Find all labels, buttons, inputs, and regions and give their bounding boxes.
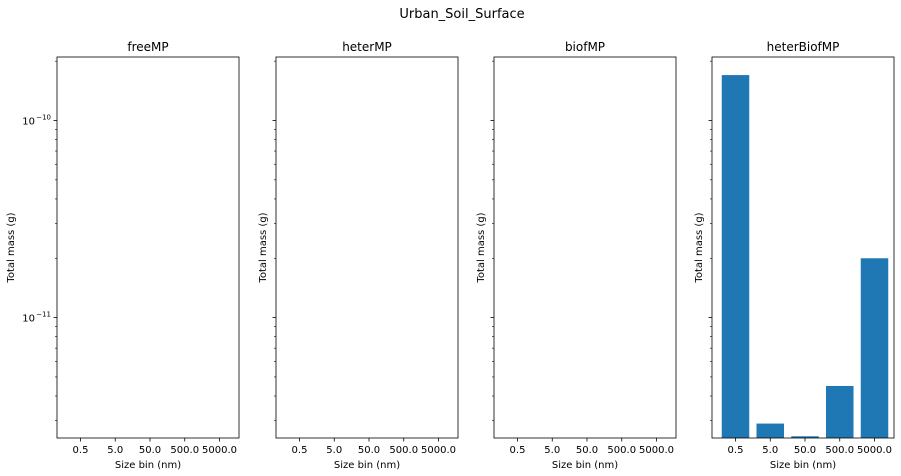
x-tick-label: 500.0 xyxy=(389,445,418,456)
x-tick-label: 0.5 xyxy=(728,445,744,456)
subplot-heterBiofMP: 0.5 5.0 50.0 500.0 5000.0 heterBiofMP Size bin… xyxy=(694,40,895,471)
x-tick-label: 0.5 xyxy=(73,445,89,456)
y-tick-exponent: −11 xyxy=(36,311,51,319)
x-axis-label: Size bin (nm) xyxy=(552,460,618,471)
y-tick-exponent: −10 xyxy=(36,114,51,122)
bar-500.0 xyxy=(826,385,854,438)
x-axis-label: Size bin (nm) xyxy=(115,460,181,471)
x-tick-label: 5000.0 xyxy=(202,445,237,456)
axes-frame xyxy=(711,56,895,439)
x-tick-label: 50.0 xyxy=(358,445,380,456)
y-tick-label: 10 xyxy=(22,314,35,325)
y-axis-label: Total mass (g) xyxy=(6,212,17,283)
x-tick-label: 500.0 xyxy=(825,445,854,456)
x-tick-label: 5.0 xyxy=(544,445,560,456)
x-tick-label: 0.5 xyxy=(510,445,526,456)
subplot-heterMP: 0.5 5.0 50.0 500.0 5000.0 heterMP Size bin (nm… xyxy=(258,40,459,471)
axes-frame xyxy=(56,56,240,439)
subplot-title: heterBiofMP xyxy=(767,40,840,54)
y-tick-label: 10 xyxy=(22,117,35,128)
x-tick-label: 50.0 xyxy=(576,445,598,456)
x-tick-label: 5000.0 xyxy=(857,445,892,456)
subplot-title: heterMP xyxy=(342,40,392,54)
subplot-title: freeMP xyxy=(127,40,168,54)
x-tick-label: 50.0 xyxy=(794,445,816,456)
x-axis-label: Size bin (nm) xyxy=(770,460,836,471)
axes-frame xyxy=(275,56,459,439)
x-axis-label: Size bin (nm) xyxy=(334,460,400,471)
bar-50.0 xyxy=(791,436,819,438)
x-tick-label: 5000.0 xyxy=(421,445,456,456)
x-tick-label: 5.0 xyxy=(107,445,123,456)
bar-5000.0 xyxy=(860,258,889,438)
x-tick-label: 50.0 xyxy=(139,445,161,456)
y-axis-label: Total mass (g) xyxy=(694,212,705,283)
y-axis-label: Total mass (g) xyxy=(258,212,269,283)
x-tick-label: 0.5 xyxy=(292,445,308,456)
x-tick-label: 500.0 xyxy=(170,445,199,456)
bar-5.0 xyxy=(756,423,784,438)
x-tick-label: 5.0 xyxy=(762,445,778,456)
x-tick-label: 500.0 xyxy=(607,445,636,456)
axes-frame xyxy=(493,56,677,439)
subplot-title: biofMP xyxy=(565,40,605,54)
y-axis-label: Total mass (g) xyxy=(476,212,487,283)
figure-suptitle: Urban_Soil_Surface xyxy=(399,7,524,22)
x-tick-label: 5.0 xyxy=(326,445,342,456)
x-tick-label: 5000.0 xyxy=(639,445,674,456)
subplot-biofMP: 0.5 5.0 50.0 500.0 5000.0 biofMP Size bin (nm)… xyxy=(476,40,677,471)
bar-0.5 xyxy=(721,75,750,438)
